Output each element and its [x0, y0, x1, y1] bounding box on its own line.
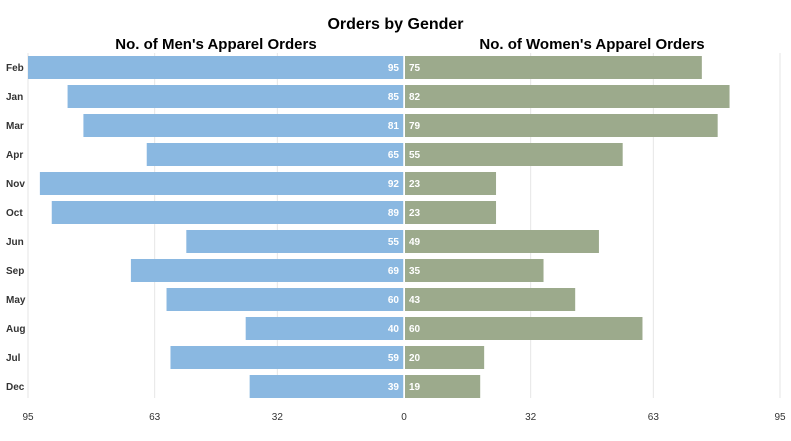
- women-value-label: 49: [409, 237, 421, 248]
- men-value-label: 85: [388, 92, 400, 103]
- category-label: Feb: [6, 63, 24, 74]
- women-bar: [405, 230, 599, 253]
- category-label: Aug: [6, 324, 25, 335]
- women-bar: [405, 317, 643, 340]
- men-bar: [146, 143, 404, 166]
- men-bar: [83, 114, 405, 137]
- women-bar: [405, 114, 718, 137]
- women-value-label: 82: [409, 92, 421, 103]
- women-value-label: 20: [409, 353, 421, 364]
- chart-title: Orders by Gender: [327, 16, 464, 33]
- men-bar: [170, 346, 404, 369]
- women-value-label: 43: [409, 295, 421, 306]
- women-bar: [405, 143, 623, 166]
- men-bar: [67, 85, 404, 108]
- women-bar: [405, 85, 730, 108]
- men-bar: [39, 172, 404, 195]
- women-value-label: 60: [409, 324, 421, 335]
- men-value-label: 60: [388, 295, 400, 306]
- men-bar: [245, 317, 404, 340]
- category-label: Mar: [6, 121, 24, 132]
- men-panel-title: No. of Men's Apparel Orders: [115, 36, 317, 53]
- men-value-label: 81: [388, 121, 400, 132]
- women-value-label: 23: [409, 208, 421, 219]
- men-value-label: 55: [388, 237, 400, 248]
- men-value-label: 39: [388, 382, 400, 393]
- left-axis-tick-label: 63: [149, 412, 161, 423]
- left-axis-tick-label: 95: [22, 412, 34, 423]
- right-axis-tick-label: 63: [648, 412, 660, 423]
- men-value-label: 92: [388, 179, 400, 190]
- men-value-label: 40: [388, 324, 400, 335]
- women-bar: [405, 346, 485, 369]
- right-axis-tick-label: 32: [525, 412, 537, 423]
- category-label: Oct: [6, 208, 23, 219]
- men-value-label: 59: [388, 353, 400, 364]
- women-bar: [405, 259, 544, 282]
- category-label: Sep: [6, 266, 24, 277]
- men-value-label: 89: [388, 208, 400, 219]
- category-label: Dec: [6, 382, 25, 393]
- right-axis-tick-label: 95: [774, 412, 786, 423]
- women-panel-title: No. of Women's Apparel Orders: [479, 36, 705, 53]
- men-bar: [186, 230, 404, 253]
- men-bar: [130, 259, 404, 282]
- women-value-label: 79: [409, 121, 421, 132]
- men-value-label: 69: [388, 266, 400, 277]
- category-label: May: [6, 295, 26, 306]
- women-bar: [405, 288, 576, 311]
- men-bar: [51, 201, 404, 224]
- left-axis-tick-label: 0: [401, 412, 407, 423]
- women-value-label: 35: [409, 266, 421, 277]
- women-bar: [405, 56, 702, 79]
- men-value-label: 65: [388, 150, 400, 161]
- left-axis-tick-label: 32: [272, 412, 284, 423]
- women-value-label: 19: [409, 382, 421, 393]
- category-label: Jan: [6, 92, 23, 103]
- men-value-label: 95: [388, 63, 400, 74]
- women-bar: [405, 172, 497, 195]
- women-value-label: 55: [409, 150, 421, 161]
- women-bar: [405, 201, 497, 224]
- women-value-label: 75: [409, 63, 421, 74]
- men-bar: [166, 288, 404, 311]
- category-label: Jul: [6, 353, 21, 364]
- men-bar: [28, 56, 404, 79]
- women-value-label: 23: [409, 179, 421, 190]
- category-label: Apr: [6, 150, 23, 161]
- men-bar: [249, 375, 404, 398]
- category-label: Nov: [6, 179, 25, 190]
- category-label: Jun: [6, 237, 24, 248]
- women-bar: [405, 375, 481, 398]
